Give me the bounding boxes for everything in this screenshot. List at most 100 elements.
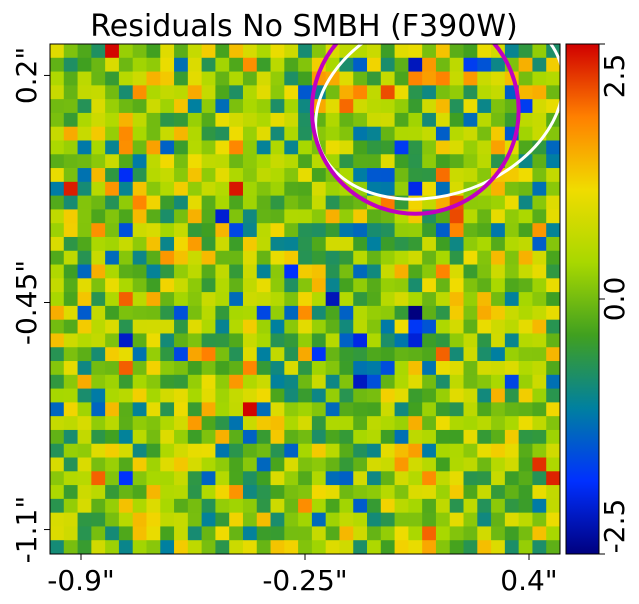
heatmap-cell bbox=[187, 471, 203, 486]
heatmap-cell bbox=[463, 264, 478, 279]
heatmap-cell bbox=[353, 319, 368, 334]
heatmap-cell bbox=[311, 429, 327, 445]
heatmap-cell bbox=[50, 292, 65, 307]
heatmap-cell bbox=[491, 292, 506, 307]
heatmap-cell bbox=[256, 85, 271, 100]
heatmap-cell bbox=[422, 223, 437, 238]
heatmap-cell bbox=[242, 347, 258, 362]
heatmap-cell bbox=[491, 195, 506, 210]
heatmap-cell bbox=[50, 223, 65, 238]
heatmap-cell bbox=[518, 498, 533, 514]
heatmap-cell bbox=[77, 126, 92, 141]
heatmap-cell bbox=[518, 99, 533, 114]
heatmap-cell bbox=[546, 333, 561, 348]
heatmap-cell bbox=[242, 361, 258, 376]
heatmap-cell bbox=[256, 71, 271, 86]
heatmap-cell bbox=[532, 347, 547, 362]
heatmap-cell bbox=[256, 223, 271, 238]
heatmap-cell bbox=[504, 168, 520, 183]
heatmap-cell bbox=[50, 195, 65, 210]
heatmap-cell bbox=[63, 319, 78, 334]
heatmap-cell bbox=[105, 347, 120, 362]
heatmap-cell bbox=[215, 485, 230, 500]
heatmap-cell bbox=[160, 71, 175, 86]
heatmap-cell bbox=[242, 223, 258, 238]
heatmap-cell bbox=[394, 168, 409, 183]
heatmap-cell bbox=[518, 57, 533, 72]
heatmap-cell bbox=[270, 471, 285, 486]
heatmap-cell bbox=[546, 512, 561, 527]
heatmap-cell bbox=[146, 292, 161, 307]
heatmap-cell bbox=[477, 347, 492, 362]
heatmap-cell bbox=[367, 44, 382, 59]
heatmap-cell bbox=[435, 264, 451, 279]
heatmap-cell bbox=[146, 44, 161, 59]
heatmap-cell bbox=[518, 209, 533, 224]
heatmap-cell bbox=[325, 209, 340, 224]
heatmap-cell bbox=[146, 154, 161, 169]
heatmap-cell bbox=[353, 85, 368, 100]
heatmap-cell bbox=[463, 333, 478, 348]
heatmap-cell bbox=[229, 140, 244, 155]
heatmap-cell bbox=[50, 498, 65, 514]
heatmap-cell bbox=[546, 457, 561, 472]
heatmap-cell bbox=[422, 512, 437, 527]
heatmap-cell bbox=[284, 498, 299, 514]
heatmap-cell bbox=[339, 71, 354, 86]
heatmap-cell bbox=[201, 485, 216, 500]
heatmap-cell bbox=[229, 305, 244, 321]
heatmap-cell bbox=[174, 181, 189, 197]
heatmap-cell bbox=[215, 319, 230, 334]
heatmap-cell bbox=[311, 305, 327, 321]
heatmap-cell bbox=[50, 71, 65, 86]
heatmap-cell bbox=[367, 540, 382, 555]
heatmap-cell bbox=[339, 526, 354, 541]
heatmap-cell bbox=[353, 347, 368, 362]
heatmap-cell bbox=[422, 429, 437, 445]
heatmap-cell bbox=[491, 333, 506, 348]
heatmap-cell bbox=[394, 333, 409, 348]
heatmap-cell bbox=[325, 305, 340, 321]
heatmap-cell bbox=[298, 485, 313, 500]
heatmap-cell bbox=[367, 319, 382, 334]
heatmap-cell bbox=[353, 154, 368, 169]
heatmap-cell bbox=[215, 347, 230, 362]
heatmap-cell bbox=[270, 223, 285, 238]
heatmap-cell bbox=[242, 71, 258, 86]
heatmap-cell bbox=[449, 388, 464, 403]
heatmap-cell bbox=[132, 388, 147, 403]
heatmap-cell bbox=[422, 140, 437, 155]
heatmap-cell bbox=[91, 333, 106, 348]
heatmap-cell bbox=[91, 154, 106, 169]
heatmap-cell bbox=[367, 223, 382, 238]
heatmap-cell bbox=[463, 250, 478, 265]
heatmap-cell bbox=[105, 99, 120, 114]
heatmap-cell bbox=[518, 347, 533, 362]
heatmap-cell bbox=[256, 443, 271, 458]
heatmap-cell bbox=[504, 388, 520, 403]
heatmap-cell bbox=[504, 540, 520, 555]
heatmap-cell bbox=[298, 99, 313, 114]
heatmap-cell bbox=[325, 416, 340, 431]
heatmap-cell bbox=[422, 236, 437, 252]
heatmap-cell bbox=[63, 264, 78, 279]
heatmap-cell bbox=[339, 99, 354, 114]
heatmap-cell bbox=[435, 278, 451, 293]
heatmap-cell bbox=[50, 236, 65, 252]
heatmap-cell bbox=[50, 540, 65, 555]
heatmap-cell bbox=[463, 305, 478, 321]
heatmap-cell bbox=[174, 168, 189, 183]
heatmap-cell bbox=[435, 319, 451, 334]
heatmap-cell bbox=[477, 278, 492, 293]
heatmap-cell bbox=[311, 278, 327, 293]
heatmap-cell bbox=[532, 278, 547, 293]
heatmap-cell bbox=[325, 250, 340, 265]
heatmap-cell bbox=[518, 374, 533, 389]
heatmap-cell bbox=[339, 140, 354, 155]
heatmap-cell bbox=[256, 305, 271, 321]
heatmap-cell bbox=[325, 112, 340, 128]
heatmap-cell bbox=[63, 305, 78, 321]
heatmap-cell bbox=[146, 71, 161, 86]
heatmap-cell bbox=[532, 250, 547, 265]
heatmap-cell bbox=[132, 361, 147, 376]
